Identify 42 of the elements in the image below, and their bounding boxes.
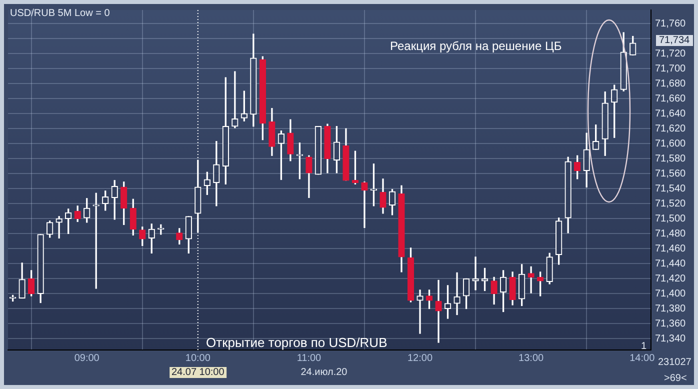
- x-tick-label: 09:00: [74, 352, 100, 364]
- x-tick-label: 12:00: [407, 352, 433, 364]
- y-tick-label: 71,560: [655, 168, 686, 180]
- chart-title: USD/RUB 5M Low = 0: [10, 8, 110, 19]
- candlestick: [472, 256, 479, 290]
- y-tick-label: 71,540: [655, 183, 686, 194]
- y-tick-label: 71,640: [655, 108, 686, 120]
- y-tick-label: 71,400: [655, 288, 686, 300]
- x-tick-label: 11:00: [296, 352, 322, 364]
- y-tick-label: 71,760: [655, 18, 686, 30]
- text: >69<: [664, 373, 687, 384]
- y-tick-label: 71,700: [655, 63, 686, 74]
- y-tick-label: 71,420: [655, 273, 686, 284]
- candlestick: [416, 290, 424, 334]
- x-tick-label: 13:00: [518, 352, 544, 364]
- y-tick-label: 71,720: [655, 48, 686, 60]
- x-tick-label: 14:00: [630, 352, 656, 364]
- candlestick: [435, 280, 442, 343]
- text: 71,734: [656, 35, 693, 46]
- annotation: Открытие торгов по USD/RUB: [206, 335, 388, 350]
- candlestick: [361, 182, 368, 228]
- y-tick-label: 71,600: [655, 138, 686, 150]
- y-tick-label: 71,580: [655, 153, 686, 164]
- x-tick-label: 10:00: [185, 352, 211, 364]
- y-tick-label: 71,520: [655, 198, 686, 210]
- y-tick-label: 71,380: [655, 303, 686, 314]
- annotation: Реакция рубля на решение ЦБ: [390, 39, 562, 53]
- candlestick: [454, 272, 460, 316]
- ref-line-label: 24.07 10:00: [169, 367, 226, 378]
- annotation: 1: [641, 341, 647, 352]
- y-tick-label: 71,480: [655, 228, 686, 240]
- y-tick-label: 71,440: [655, 258, 686, 270]
- x-axis-title: 24.июл.20: [300, 367, 348, 378]
- y-tick-label: 71,680: [655, 78, 686, 90]
- y-tick-label: 71,620: [655, 123, 686, 134]
- text: 231027: [658, 357, 692, 368]
- y-tick-label: 71,460: [655, 243, 686, 254]
- y-tick-label: 71,660: [655, 93, 686, 104]
- y-tick-label: 71,360: [655, 318, 686, 330]
- y-tick-label: 71,340: [655, 333, 686, 344]
- candlestick: [528, 266, 534, 294]
- y-tick-label: 71,500: [655, 213, 686, 224]
